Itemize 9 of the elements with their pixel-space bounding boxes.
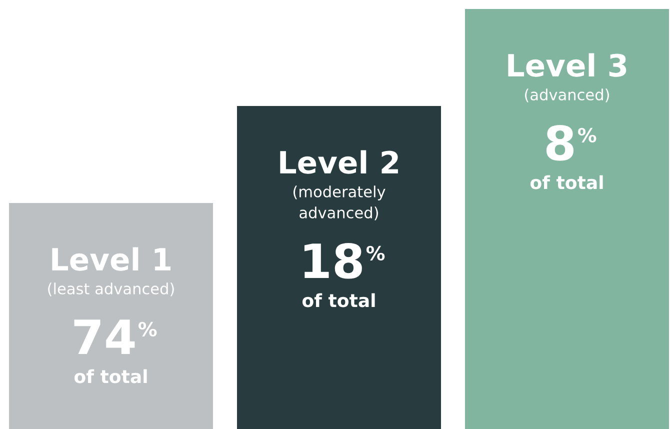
category-label: Level 1 (least advanced) <box>48 247 174 296</box>
category-label: Level 2 (moderately advanced) <box>280 150 398 220</box>
text: of total <box>74 369 147 384</box>
data-label: 8% <box>546 124 596 161</box>
text: of total <box>302 293 375 308</box>
text: of total <box>530 175 603 190</box>
category-label: Level 3 (advanced) <box>508 53 626 102</box>
data-label: 74% <box>74 320 157 354</box>
data-label: 18% <box>304 242 385 279</box>
